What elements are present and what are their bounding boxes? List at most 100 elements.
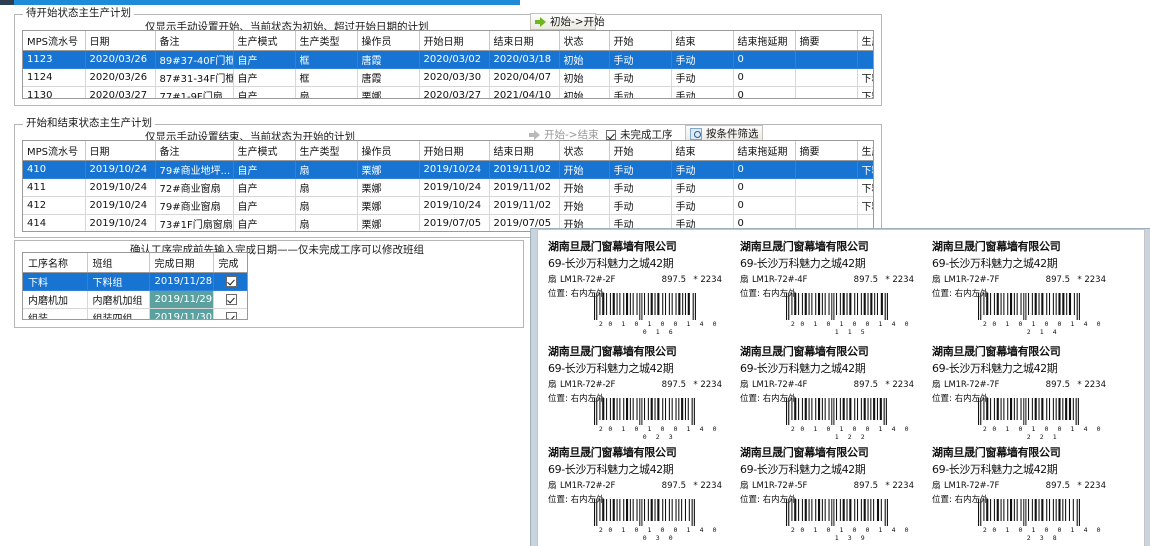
table-cell[interactable]: 下料组 — [857, 178, 873, 197]
table-cell[interactable]: 2019/10/24 — [85, 160, 156, 179]
process-column-header-2[interactable]: 完成日期 — [149, 253, 214, 273]
column-header-0[interactable]: MPS流水号 — [23, 31, 86, 51]
column-header-8[interactable]: 状态 — [559, 141, 610, 161]
table-cell[interactable]: 0 — [733, 160, 796, 179]
column-header-10[interactable]: 结束 — [671, 141, 734, 161]
process-team-cell[interactable]: 组装四组 — [87, 308, 150, 319]
column-header-9[interactable]: 开始 — [609, 31, 672, 51]
table-cell[interactable]: 87#31-34F门框 — [155, 68, 234, 87]
table-cell[interactable]: 73#1F门扇窗扇 — [155, 214, 234, 231]
column-header-13[interactable]: 生产班组 — [857, 141, 873, 161]
table-cell[interactable]: 手动 — [609, 214, 672, 231]
table-cell[interactable]: 自产 — [233, 214, 296, 231]
product-label[interactable]: 湖南旦晟门窗幕墙有限公司 69-长沙万科魅力之城42期扇 LM1R-72#-2F 89… — [548, 343, 744, 443]
process-grid[interactable]: 工序名称 班组 完成日期 完成 下料 下料组 2019/11/28 内磨机加 内磨机加组 201… — [22, 252, 248, 320]
column-header-3[interactable]: 生产模式 — [233, 31, 296, 51]
table-cell[interactable]: 2020/04/07 — [489, 68, 560, 87]
table-cell[interactable]: 2019/10/24 — [85, 196, 156, 215]
table-cell[interactable]: 2019/10/24 — [419, 160, 490, 179]
process-row[interactable]: 组装 组装四组 2019/11/30 — [23, 308, 247, 319]
unfinished-process-checkbox[interactable]: 未完成工序 — [601, 126, 675, 143]
table-cell[interactable]: 2019/11/02 — [489, 178, 560, 197]
table-cell[interactable] — [795, 196, 858, 215]
table-cell[interactable]: 自产 — [233, 86, 296, 98]
table-cell[interactable]: 栗娜 — [357, 214, 420, 231]
table-row[interactable]: 410 2019/10/24 79#商业地坪... 自产扇栗娜 2019/10/24 20… — [23, 160, 873, 179]
process-team-cell[interactable]: 下料组 — [87, 272, 150, 291]
process-name-cell[interactable]: 内磨机加 — [23, 290, 88, 309]
table-cell[interactable] — [795, 50, 858, 69]
table-cell[interactable]: 2020/03/18 — [489, 50, 560, 69]
table-cell[interactable]: 手动 — [671, 160, 734, 179]
table-cell[interactable] — [857, 50, 873, 69]
column-header-1[interactable]: 日期 — [85, 141, 156, 161]
table-cell[interactable]: 72#商业窗扇 — [155, 178, 234, 197]
table-row[interactable]: 414 2019/10/24 73#1F门扇窗扇 自产扇栗娜 2019/07/05 201… — [23, 214, 873, 231]
table-cell[interactable]: 414 — [23, 214, 86, 231]
table-cell[interactable]: 唐霞 — [357, 68, 420, 87]
table-cell[interactable] — [795, 160, 858, 179]
column-header-6[interactable]: 开始日期 — [419, 141, 490, 161]
column-header-12[interactable]: 摘要 — [795, 141, 858, 161]
table-cell[interactable]: 初始 — [559, 68, 610, 87]
table-cell[interactable]: 79#商业地坪... — [155, 160, 234, 179]
table-cell[interactable]: 下料组 — [857, 68, 873, 87]
table-cell[interactable]: 初始 — [559, 50, 610, 69]
table-cell[interactable]: 2019/11/02 — [489, 160, 560, 179]
table-cell[interactable]: 手动 — [609, 68, 672, 87]
table-cell[interactable]: 手动 — [671, 196, 734, 215]
process-row[interactable]: 下料 下料组 2019/11/28 — [23, 272, 247, 291]
column-header-4[interactable]: 生产类型 — [295, 31, 358, 51]
checkbox-checked-icon[interactable] — [225, 311, 237, 319]
table-cell[interactable]: 412 — [23, 196, 86, 215]
column-header-1[interactable]: 日期 — [85, 31, 156, 51]
table-row[interactable]: 1124 2020/03/26 87#31-34F门框 自产框唐霞 2020/03/30… — [23, 68, 873, 87]
column-header-3[interactable]: 生产模式 — [233, 141, 296, 161]
table-cell[interactable]: 扇 — [295, 160, 358, 179]
column-header-13[interactable]: 生产班组 — [857, 31, 873, 51]
table-cell[interactable]: 手动 — [671, 68, 734, 87]
table-cell[interactable]: 手动 — [671, 178, 734, 197]
process-done-cell[interactable] — [213, 272, 247, 291]
process-column-header-0[interactable]: 工序名称 — [23, 253, 88, 273]
table-cell[interactable]: 手动 — [609, 160, 672, 179]
table-cell[interactable]: 栗娜 — [357, 196, 420, 215]
column-header-7[interactable]: 结束日期 — [489, 31, 560, 51]
table-cell[interactable]: 手动 — [609, 86, 672, 98]
column-header-10[interactable]: 结束 — [671, 31, 734, 51]
table-row[interactable]: 412 2019/10/24 79#商业窗扇 自产扇栗娜 2019/10/24 2019/… — [23, 196, 873, 215]
process-date-cell[interactable]: 2019/11/30 — [149, 308, 214, 319]
table-cell[interactable]: 2020/03/30 — [419, 68, 490, 87]
table-cell[interactable]: 2020/03/26 — [85, 68, 156, 87]
table-cell[interactable]: 0 — [733, 214, 796, 231]
table-cell[interactable]: 开始 — [559, 196, 610, 215]
table-cell[interactable]: 手动 — [609, 196, 672, 215]
product-label[interactable]: 湖南旦晟门窗幕墙有限公司 69-长沙万科魅力之城42期扇 LM1R-72#-4F 89… — [740, 238, 936, 338]
table-cell[interactable] — [795, 178, 858, 197]
table-cell[interactable]: 扇 — [295, 214, 358, 231]
table-cell[interactable]: 411 — [23, 178, 86, 197]
table-cell[interactable]: 手动 — [671, 50, 734, 69]
pending-plan-grid[interactable]: MPS流水号 日期 备注 生产模式 生产类型 操作员 开始日期 结束日期 状态 开始 结束 结束拖延期… — [22, 30, 874, 99]
table-cell[interactable]: 2020/03/02 — [419, 50, 490, 69]
table-cell[interactable]: 下料组 — [857, 86, 873, 98]
column-header-8[interactable]: 状态 — [559, 31, 610, 51]
table-cell[interactable] — [857, 214, 873, 231]
table-cell[interactable]: 2019/10/24 — [419, 178, 490, 197]
table-cell[interactable] — [795, 68, 858, 87]
table-cell[interactable]: 自产 — [233, 178, 296, 197]
table-cell[interactable]: 1124 — [23, 68, 86, 87]
product-label[interactable]: 湖南旦晟门窗幕墙有限公司 69-长沙万科魅力之城42期扇 LM1R-72#-7F 89… — [932, 238, 1128, 338]
checkbox-checked-icon[interactable] — [225, 293, 237, 305]
table-cell[interactable]: 0 — [733, 196, 796, 215]
table-cell[interactable]: 1130 — [23, 86, 86, 98]
table-cell[interactable]: 2020/03/27 — [419, 86, 490, 98]
table-cell[interactable]: 扇 — [295, 196, 358, 215]
process-done-cell[interactable] — [213, 290, 247, 309]
table-cell[interactable]: 框 — [295, 68, 358, 87]
table-cell[interactable] — [795, 214, 858, 231]
column-header-4[interactable]: 生产类型 — [295, 141, 358, 161]
table-cell[interactable]: 77#1-9F门扇 — [155, 86, 234, 98]
table-cell[interactable]: 自产 — [233, 68, 296, 87]
column-header-2[interactable]: 备注 — [155, 31, 234, 51]
